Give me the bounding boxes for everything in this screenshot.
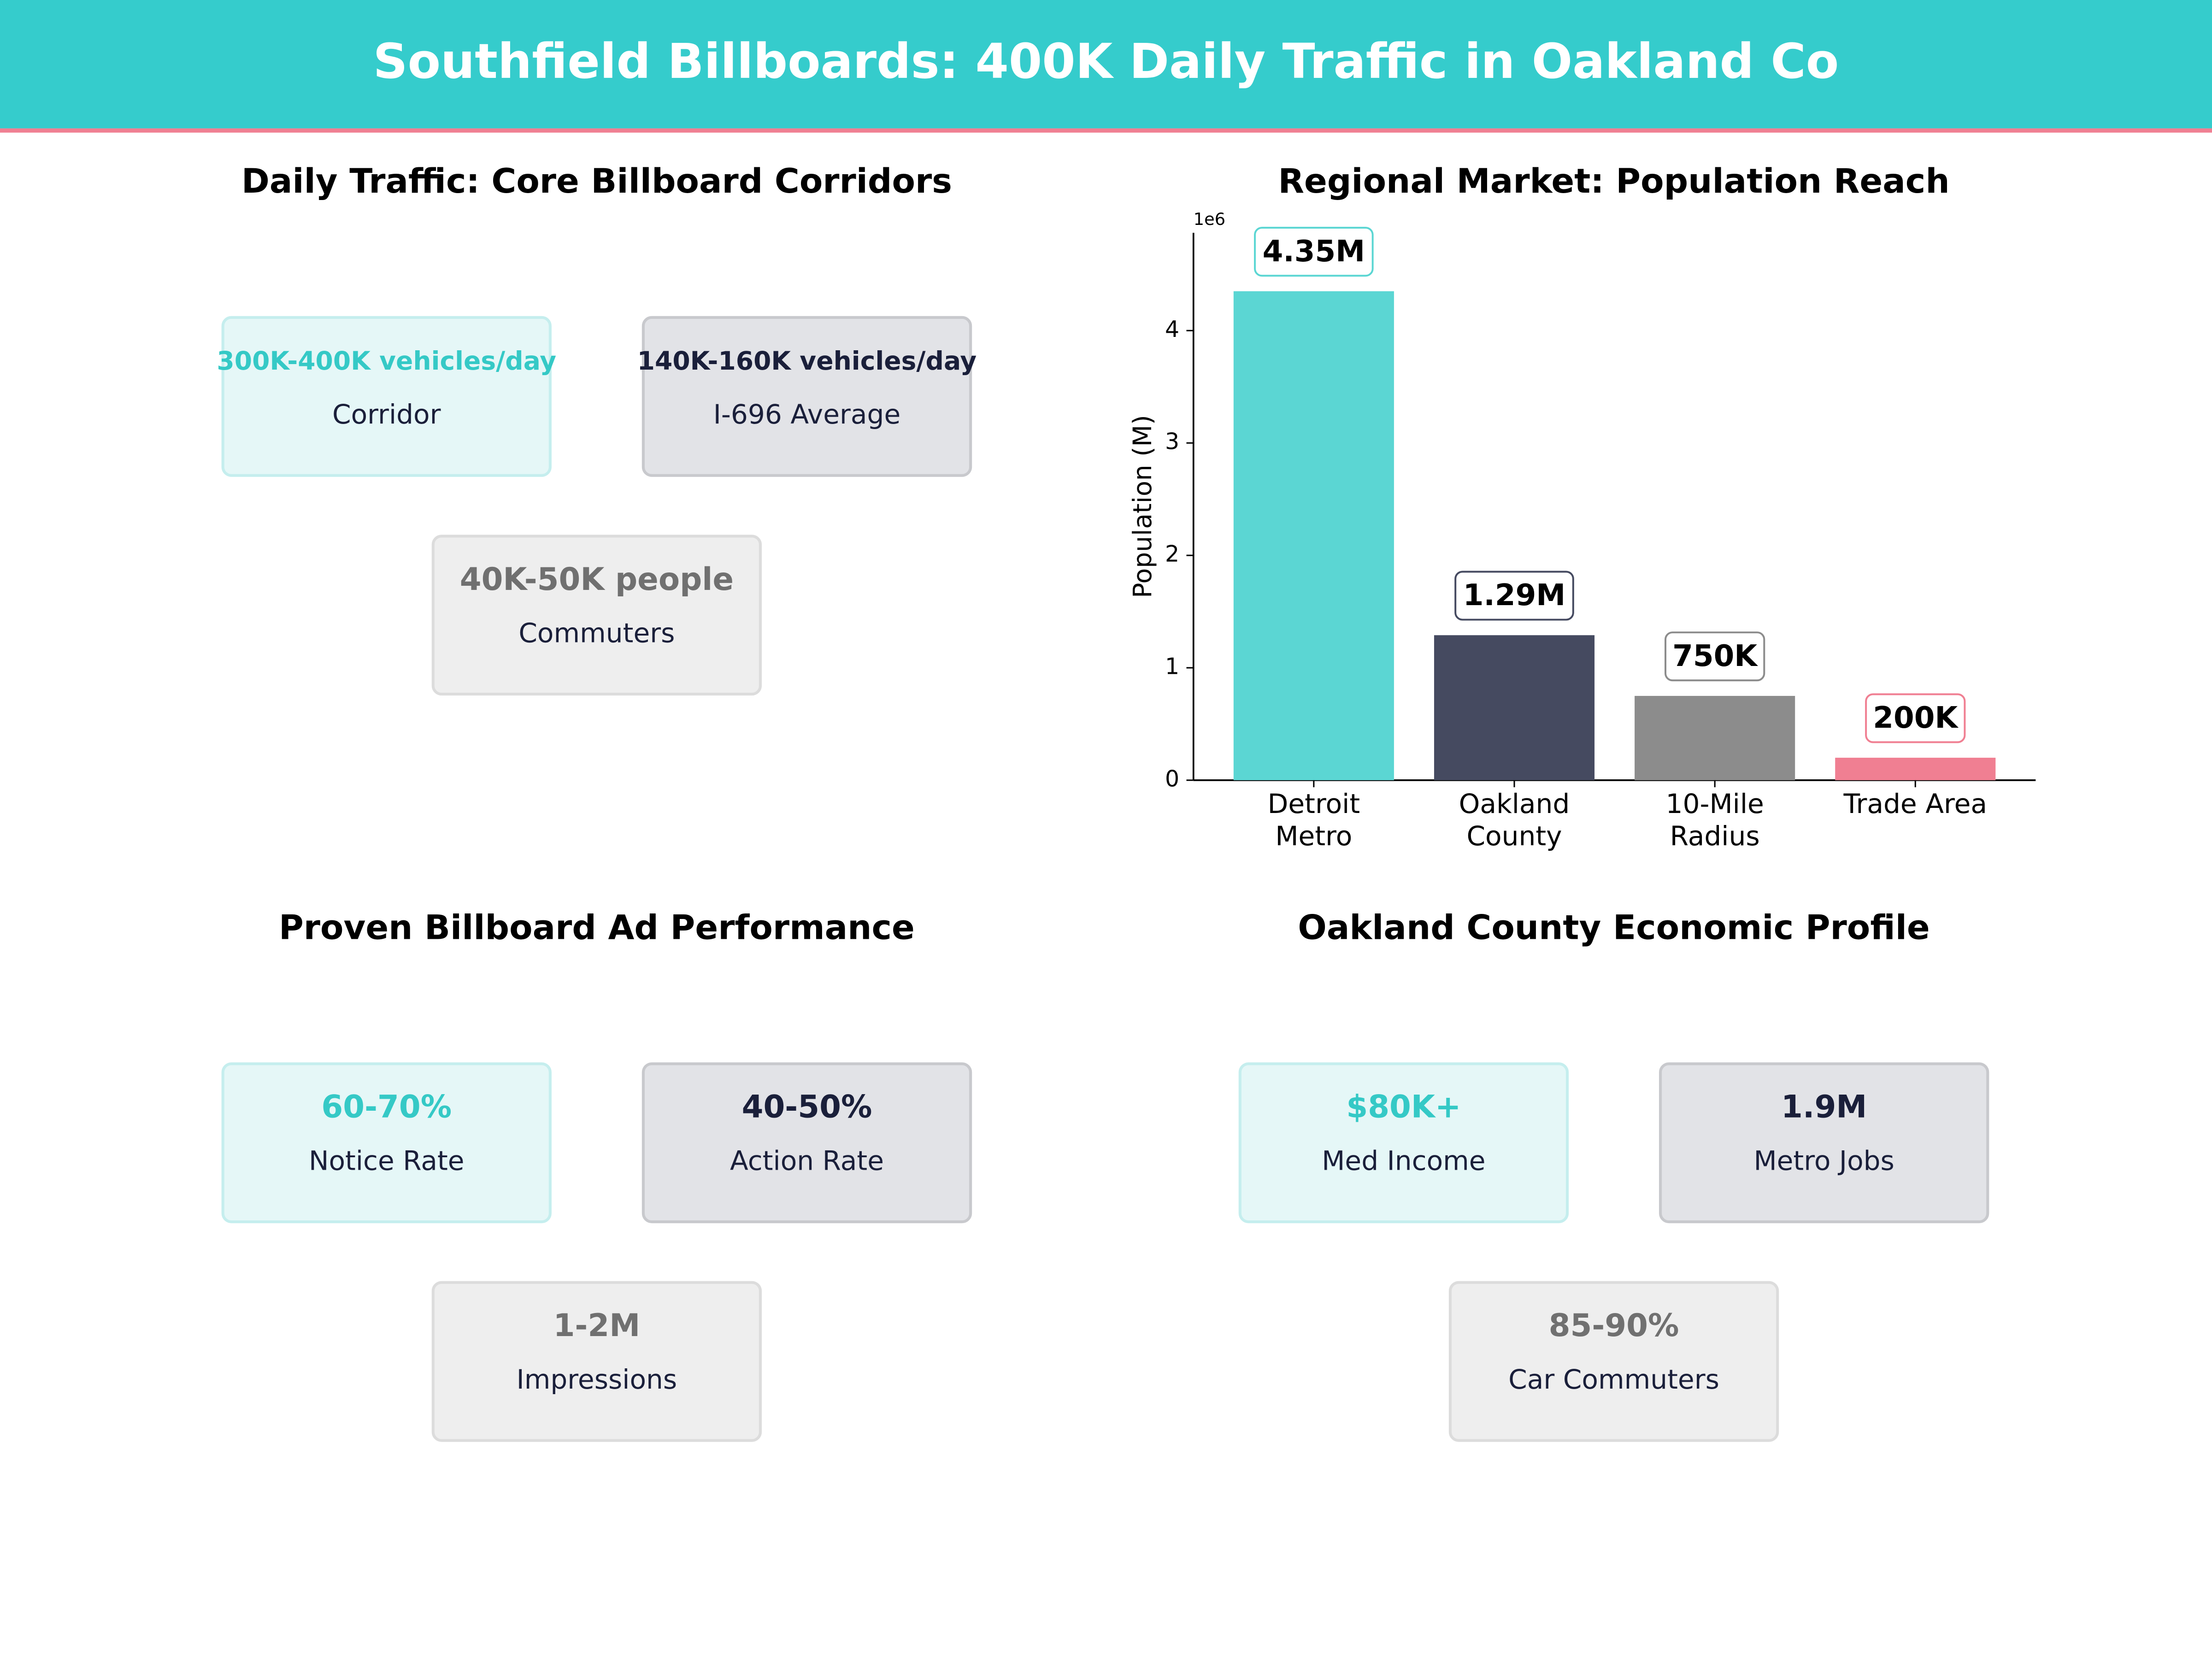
stat-label: Action Rate bbox=[730, 1145, 884, 1177]
stat-card bbox=[1448, 1281, 1779, 1442]
x-tick-label: 10-Mile Radius bbox=[1666, 788, 1764, 852]
value-label-box bbox=[1665, 631, 1765, 682]
value-label: 1.29M bbox=[1463, 578, 1566, 613]
stat-value: 40K-50K people bbox=[460, 561, 734, 597]
chart-title: Regional Market: Population Reach bbox=[1278, 162, 1949, 201]
stat-value: 85-90% bbox=[1549, 1307, 1679, 1343]
stat-value: 300K-400K vehicles/day bbox=[217, 346, 556, 376]
stat-value: 60-70% bbox=[321, 1089, 452, 1125]
stat-value: 1.9M bbox=[1781, 1089, 1867, 1125]
y-axis-label: Population (M) bbox=[1128, 415, 1157, 598]
y-tick-label: 4 bbox=[1165, 316, 1179, 342]
stat-label: Med Income bbox=[1322, 1145, 1485, 1177]
stat-card bbox=[221, 316, 552, 477]
stat-label: Car Commuters bbox=[1508, 1364, 1719, 1395]
value-label: 200K bbox=[1873, 701, 1959, 735]
stat-label: Commuters bbox=[518, 618, 675, 649]
y-tick-label: 0 bbox=[1165, 766, 1179, 792]
y-tick-label: 1 bbox=[1165, 653, 1179, 679]
stat-card bbox=[431, 1281, 762, 1442]
stat-label: Impressions bbox=[517, 1364, 677, 1395]
stat-value: 1-2M bbox=[553, 1307, 641, 1343]
panel-title: Oakland County Economic Profile bbox=[1298, 908, 1930, 947]
stat-value: $80K+ bbox=[1346, 1089, 1461, 1125]
y-tick-label: 2 bbox=[1165, 541, 1179, 567]
bar bbox=[1434, 635, 1595, 780]
x-tick-label: Detroit Metro bbox=[1268, 788, 1360, 852]
stat-card bbox=[1659, 1062, 1989, 1224]
stat-value: 140K-160K vehicles/day bbox=[637, 346, 977, 376]
value-label-box bbox=[1254, 227, 1374, 277]
stat-label: I-696 Average bbox=[713, 399, 900, 430]
stat-card bbox=[1238, 1062, 1569, 1224]
stat-card bbox=[431, 535, 762, 696]
stat-card bbox=[641, 1062, 972, 1224]
panel-title: Daily Traffic: Core Billboard Corridors bbox=[241, 162, 952, 201]
page-title: Southfield Billboards: 400K Daily Traffi… bbox=[373, 33, 1839, 89]
header-rule bbox=[0, 128, 2212, 133]
stat-value: 40-50% bbox=[742, 1089, 872, 1125]
y-tick-label: 3 bbox=[1165, 429, 1179, 455]
stat-label: Notice Rate bbox=[309, 1145, 465, 1177]
bar bbox=[1835, 758, 1996, 780]
x-tick-label: Oakland County bbox=[1459, 788, 1570, 852]
x-tick-label: Trade Area bbox=[1843, 788, 1987, 819]
stat-card bbox=[641, 316, 972, 477]
stat-label: Metro Jobs bbox=[1753, 1145, 1894, 1177]
value-label: 4.35M bbox=[1263, 234, 1365, 269]
panel-title: Proven Billboard Ad Performance bbox=[279, 908, 915, 947]
bar bbox=[1233, 291, 1394, 780]
value-label-box bbox=[1865, 693, 1966, 743]
value-label-box bbox=[1454, 571, 1574, 621]
stat-label: Corridor bbox=[332, 399, 441, 430]
value-label: 750K bbox=[1672, 639, 1758, 673]
stat-card bbox=[221, 1062, 552, 1224]
axis-offset: 1e6 bbox=[1194, 209, 1225, 229]
header-band bbox=[0, 0, 2212, 129]
bar bbox=[1635, 695, 1795, 780]
